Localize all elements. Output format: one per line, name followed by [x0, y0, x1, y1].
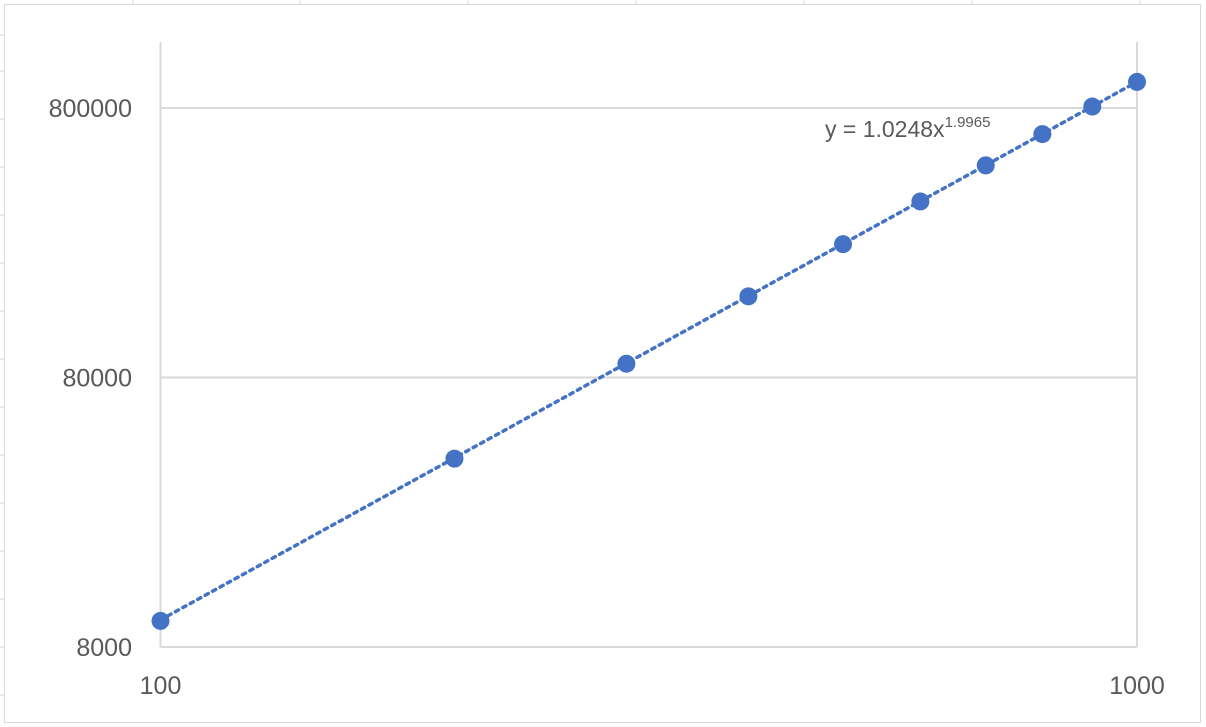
data-point [445, 449, 464, 468]
x-tick-label: 1000 [1109, 672, 1165, 700]
gridlines [159, 42, 1138, 648]
data-point [834, 235, 853, 254]
axis-tick-labels: 8000 80000 800000 100 1000 [49, 95, 1165, 700]
data-point [911, 192, 930, 211]
data-point [151, 611, 170, 630]
y-tick-label: 8000 [76, 634, 132, 662]
data-point [1033, 125, 1052, 144]
trendline-layer [158, 80, 1139, 622]
data-points [151, 72, 1146, 630]
trendline-equation: y = 1.0248x1.9965 [825, 114, 990, 142]
x-tick-label: 100 [140, 672, 182, 700]
data-point [1128, 72, 1146, 91]
data-point [976, 156, 995, 175]
data-point [617, 354, 636, 373]
y-tick-label: 80000 [62, 365, 132, 393]
chart-area[interactable]: 8000 80000 800000 100 1000 y = 1.0248x1.9965 [4, 4, 1201, 723]
data-point [739, 287, 758, 306]
scatter-chart: 8000 80000 800000 100 1000 y = 1.0248x1.9965 [49, 42, 1165, 700]
power-trendline [158, 80, 1139, 622]
trendline-equation-exponent: 1.9965 [945, 114, 991, 131]
y-tick-label: 800000 [49, 95, 132, 123]
trendline-equation-base: y = 1.0248x [825, 116, 945, 142]
data-point [1083, 97, 1102, 116]
